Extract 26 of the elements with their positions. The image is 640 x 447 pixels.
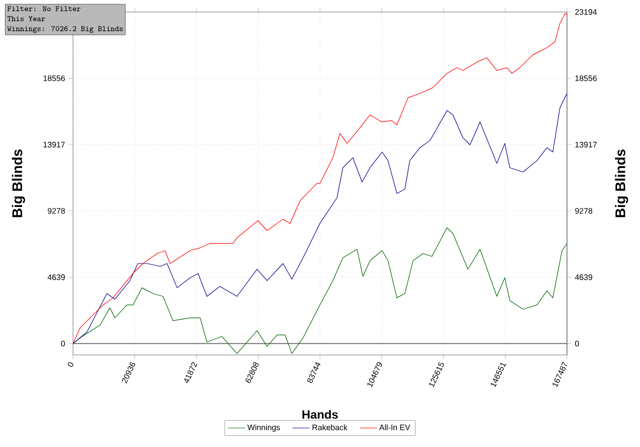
y2-axis-title: Big Blinds	[614, 149, 628, 218]
y2-tick-label: 4639	[574, 274, 592, 280]
y2-tick-label: 23194	[575, 9, 597, 15]
x-tick-label: 62808	[246, 362, 259, 383]
y2-tick-label: 18556	[575, 75, 597, 82]
x-axis-title: Hands	[302, 410, 338, 419]
y-tick-label: 9278	[48, 208, 65, 214]
legend-label: All-In EV	[379, 424, 410, 430]
y2-tick-label: 9278	[575, 208, 592, 214]
y-tick-label: 4639	[48, 274, 65, 280]
y-axis-title: Big Blinds	[12, 149, 26, 218]
text: Filter: No Filter	[7, 6, 81, 12]
annotation: Winnings: 7026.2 Big Blinds	[7, 26, 123, 33]
y2-tick-label: 13917	[575, 142, 597, 148]
x-tick-label: 20936	[122, 362, 136, 384]
x-tick-label: 41872	[184, 362, 198, 384]
legend-label: Rakeback	[312, 424, 348, 430]
text: This Year	[7, 16, 46, 22]
x-tick-label: 83744	[307, 362, 321, 384]
y-tick-label: 0	[61, 340, 65, 346]
legend-label: Winnings	[247, 424, 280, 432]
y2-tick-label: 0	[575, 340, 579, 346]
x-tick-label: 0	[68, 362, 74, 367]
y-tick-label: 18556	[44, 75, 65, 82]
y-tick-label: 13917	[44, 142, 65, 148]
line-series	[73, 93, 567, 344]
